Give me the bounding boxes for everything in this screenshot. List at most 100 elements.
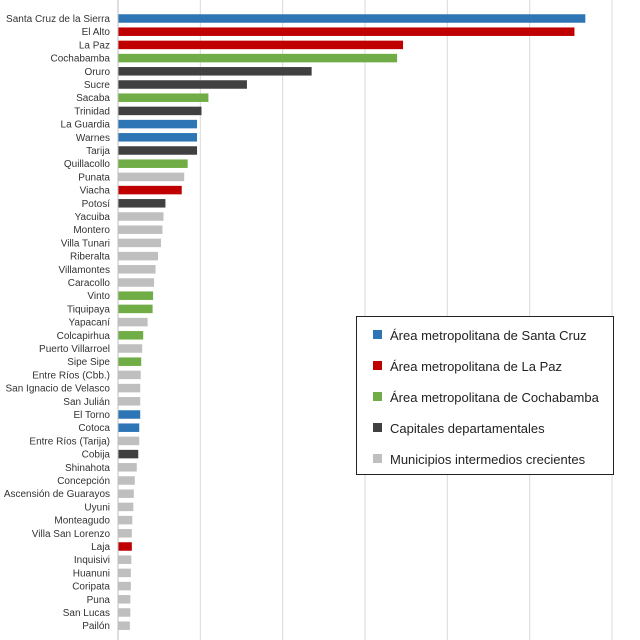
category-label: Tiquipaya (67, 304, 110, 315)
bar (118, 436, 140, 446)
category-label: Inquisivi (74, 555, 110, 566)
category-label: Pailón (82, 621, 110, 632)
bar (118, 542, 132, 551)
bar (118, 581, 131, 591)
category-label: El Alto (82, 27, 111, 38)
category-label: Villa San Lorenzo (32, 529, 111, 540)
bar (118, 370, 141, 380)
bar (118, 225, 163, 234)
bar (118, 383, 141, 393)
bar (118, 67, 312, 76)
bar (118, 40, 404, 50)
category-label: La Guardia (61, 120, 111, 131)
legend-item-la-paz: Área metropolitana de La Paz (373, 358, 562, 374)
category-label: Warnes (76, 133, 110, 144)
category-label: Punata (78, 172, 110, 183)
category-label: El Torno (73, 410, 110, 421)
category-label: La Paz (79, 40, 110, 51)
category-label: Riberalta (70, 252, 110, 263)
bar (118, 595, 131, 604)
bar (118, 317, 148, 327)
bar (118, 476, 135, 485)
bar (118, 14, 586, 23)
bar (118, 449, 139, 459)
category-label: Sucre (84, 80, 111, 91)
category-label: San Ignacio de Velasco (5, 384, 110, 395)
category-label: Montero (73, 225, 110, 236)
bar (118, 172, 185, 182)
category-label: Shinahota (65, 463, 110, 474)
category-label: Puna (87, 595, 111, 606)
bar (118, 27, 575, 36)
category-label: Vinto (87, 291, 110, 302)
category-label: San Julián (63, 397, 110, 408)
bar (118, 423, 140, 432)
category-label: Cochabamba (51, 54, 111, 65)
category-label: Coripata (72, 582, 110, 593)
bar (118, 410, 141, 419)
legend-item-cochabamba: Área metropolitana de Cochabamba (373, 389, 599, 405)
category-label: Tarija (86, 146, 110, 157)
category-label: Huanuni (73, 568, 110, 579)
category-label: Sacaba (76, 93, 110, 104)
category-label: Santa Cruz de la Sierra (6, 14, 110, 25)
category-label: Quillacollo (64, 159, 111, 170)
category-label: Sipe Sipe (67, 357, 110, 368)
category-label: Cotoca (78, 423, 110, 434)
bar (118, 291, 154, 300)
category-label: Cobija (82, 450, 111, 461)
category-label: Entre Ríos (Cbb.) (32, 370, 110, 381)
bar (118, 489, 134, 498)
category-label: Concepción (57, 476, 110, 487)
bar (118, 397, 141, 406)
category-label: Oruro (84, 67, 110, 78)
bar (118, 251, 159, 261)
legend-item-capitales: Capitales departamentales (373, 420, 545, 436)
category-label: Villa Tunari (61, 238, 110, 249)
bar (118, 568, 131, 578)
bar (118, 185, 182, 195)
bar (118, 621, 130, 630)
bar (118, 238, 161, 248)
legend-swatch (373, 392, 382, 402)
legend-label: Área metropolitana de Cochabamba (390, 390, 599, 406)
category-label: Entre Ríos (Tarija) (29, 436, 110, 447)
legend-label: Municipios intermedios crecientes (390, 452, 586, 468)
bar (118, 106, 202, 116)
legend-label: Área metropolitana de Santa Cruz (390, 328, 587, 344)
legend-swatch (373, 423, 382, 433)
legend-label: Área metropolitana de La Paz (390, 359, 562, 375)
bar (118, 278, 155, 287)
bar (118, 146, 198, 155)
bar (118, 608, 131, 617)
bar (118, 555, 132, 564)
bar (118, 463, 137, 472)
bar (118, 159, 188, 168)
category-label: Potosí (82, 199, 111, 210)
category-label: Laja (91, 542, 110, 553)
bar (118, 119, 198, 129)
category-label: Villamontes (58, 265, 110, 276)
category-label: Ascensión de Guarayos (4, 489, 110, 500)
category-label: Uyuni (84, 502, 110, 513)
bar (118, 93, 209, 102)
category-label: San Lucas (63, 608, 110, 619)
category-label: Colcapirhua (57, 331, 111, 342)
bar (118, 515, 133, 525)
category-label: Puerto Villarroel (39, 344, 110, 355)
bar (118, 331, 144, 340)
legend-label: Capitales departamentales (390, 421, 545, 437)
legend-item-santa-cruz: Área metropolitana de Santa Cruz (373, 327, 587, 343)
category-label: Yacuiba (75, 212, 111, 223)
bar (118, 80, 247, 89)
legend-swatch (373, 361, 382, 371)
bar (118, 199, 166, 208)
legend-swatch (373, 454, 382, 464)
legend-item-municipios: Municipios intermedios crecientes (373, 451, 585, 467)
category-label: Monteagudo (54, 516, 110, 527)
legend: Área metropolitana de Santa Cruz Área me… (356, 316, 614, 475)
bar (118, 53, 398, 63)
bar (118, 502, 134, 512)
legend-swatch (373, 330, 382, 340)
